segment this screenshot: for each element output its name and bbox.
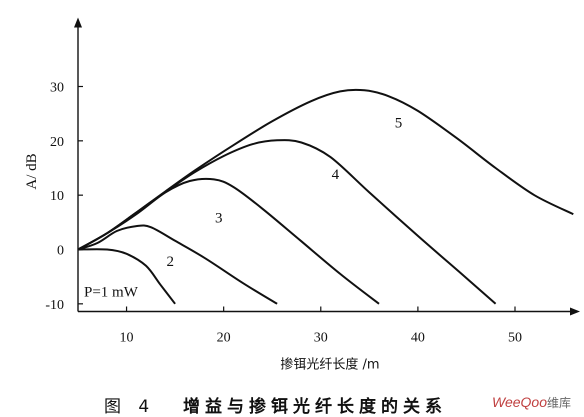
y-tick-label: 10 — [50, 189, 64, 204]
caption-text: 增益与掺铒光纤长度的关系 — [183, 397, 447, 417]
watermark-latin: WeeQoo — [492, 394, 547, 410]
y-tick-label: -10 — [45, 298, 64, 313]
curve-1 — [77, 248, 176, 305]
y-axis-arrow — [74, 17, 82, 28]
curve-5 — [77, 88, 574, 251]
x-axis-label: 掺铒光纤长度 /m — [280, 357, 379, 373]
ticks: 10 20 30 40 50 -10 0 10 20 30 — [45, 81, 522, 346]
x-tick-label: 50 — [508, 331, 522, 346]
figure-number: 图 4 — [104, 397, 156, 417]
axes — [74, 17, 580, 316]
power-annotation: P=1 mW — [84, 285, 139, 301]
x-tick-label: 40 — [411, 331, 425, 346]
x-axis-arrow — [570, 307, 580, 316]
x-tick-label: 20 — [217, 331, 231, 346]
curve-2 — [77, 224, 278, 305]
curve-label-3: 3 — [215, 210, 223, 226]
curve-label-2: 2 — [167, 254, 175, 270]
y-tick-label: 30 — [50, 81, 64, 96]
y-tick-label: 20 — [50, 135, 64, 150]
y-axis-label: A/ dB — [24, 153, 40, 189]
curve-labels: 2 3 4 5 — [167, 115, 403, 270]
watermark-logo: WeeQoo维库 — [492, 394, 571, 411]
curve-3 — [77, 177, 380, 305]
curve-4 — [77, 139, 497, 305]
x-tick-label: 10 — [120, 331, 134, 346]
y-tick-label: 0 — [57, 244, 64, 259]
curve-label-4: 4 — [332, 167, 340, 183]
curve-label-5: 5 — [395, 115, 403, 131]
figure-caption: 图 4 增益与掺铒光纤长度的关系 WeeQoo维库 — [0, 390, 584, 417]
curves — [77, 88, 574, 305]
x-tick-label: 30 — [314, 331, 328, 346]
watermark-cjk: 维库 — [547, 396, 572, 410]
